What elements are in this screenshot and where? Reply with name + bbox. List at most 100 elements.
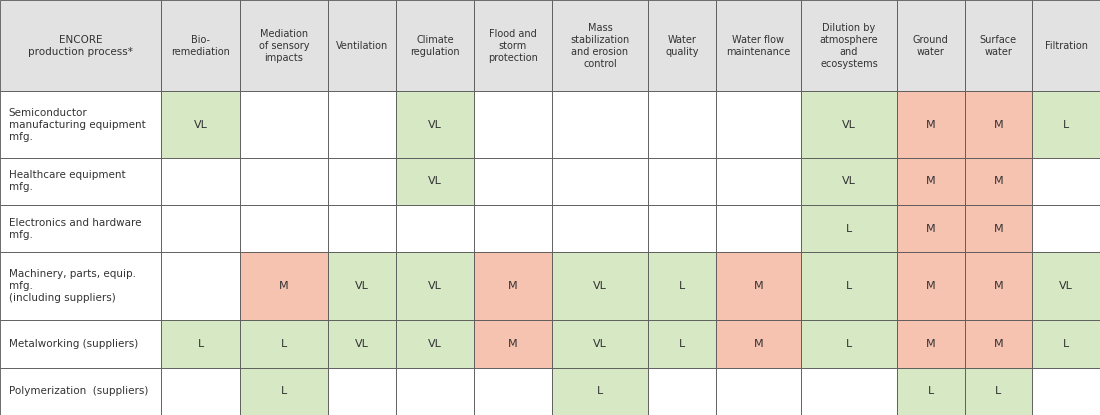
Bar [1032, 368, 1100, 415]
Bar [240, 158, 328, 205]
Bar [162, 158, 240, 205]
Bar [474, 205, 552, 252]
Text: L: L [280, 339, 287, 349]
Text: Healthcare equipment
mfg.: Healthcare equipment mfg. [9, 170, 125, 192]
Bar [1032, 320, 1100, 368]
Text: VL: VL [1059, 281, 1074, 291]
Bar [396, 158, 474, 205]
Bar [474, 0, 552, 91]
Bar [965, 91, 1032, 158]
Bar [801, 252, 896, 320]
Bar [716, 320, 801, 368]
Bar [552, 368, 648, 415]
Bar [396, 91, 474, 158]
Bar [801, 320, 896, 368]
Text: Filtration: Filtration [1045, 41, 1088, 51]
Bar [1032, 205, 1100, 252]
Text: VL: VL [842, 120, 856, 129]
Text: Flood and
storm
protection: Flood and storm protection [488, 29, 538, 63]
Bar [965, 320, 1032, 368]
Bar [328, 205, 396, 252]
Bar [648, 91, 716, 158]
Text: M: M [926, 120, 935, 129]
Bar [396, 0, 474, 91]
Bar [240, 368, 328, 415]
Bar [1032, 0, 1100, 91]
Bar [0, 368, 162, 415]
Bar [240, 205, 328, 252]
Text: Ground
water: Ground water [913, 35, 948, 57]
Bar [965, 158, 1032, 205]
Bar [240, 0, 328, 91]
Bar [0, 320, 162, 368]
Bar [716, 252, 801, 320]
Text: Semiconductor
manufacturing equipment
mfg.: Semiconductor manufacturing equipment mf… [9, 107, 145, 142]
Bar [474, 252, 552, 320]
Bar [801, 91, 896, 158]
Text: Water
quality: Water quality [666, 35, 698, 57]
Bar [328, 252, 396, 320]
Bar [648, 158, 716, 205]
Text: M: M [926, 224, 935, 234]
Bar [474, 91, 552, 158]
Bar [0, 205, 162, 252]
Text: M: M [926, 339, 935, 349]
Text: VL: VL [355, 339, 368, 349]
Bar [716, 368, 801, 415]
Text: Machinery, parts, equip.
mfg.
(including suppliers): Machinery, parts, equip. mfg. (including… [9, 269, 135, 303]
Text: Polymerization  (suppliers): Polymerization (suppliers) [9, 386, 148, 396]
Bar [965, 368, 1032, 415]
Text: Electronics and hardware
mfg.: Electronics and hardware mfg. [9, 217, 141, 239]
Bar [896, 252, 965, 320]
Text: M: M [508, 281, 518, 291]
Bar [648, 368, 716, 415]
Bar [474, 320, 552, 368]
Bar [328, 91, 396, 158]
Text: M: M [279, 281, 288, 291]
Bar [716, 205, 801, 252]
Bar [648, 0, 716, 91]
Bar [552, 91, 648, 158]
Bar [1032, 91, 1100, 158]
Bar [474, 368, 552, 415]
Text: L: L [679, 281, 685, 291]
Bar [552, 252, 648, 320]
Text: M: M [993, 224, 1003, 234]
Bar [716, 0, 801, 91]
Bar [162, 252, 240, 320]
Bar [552, 158, 648, 205]
Text: L: L [1063, 120, 1069, 129]
Bar [716, 91, 801, 158]
Bar [162, 205, 240, 252]
Text: Dilution by
atmosphere
and
ecosystems: Dilution by atmosphere and ecosystems [820, 23, 878, 69]
Bar [552, 0, 648, 91]
Text: M: M [926, 281, 935, 291]
Bar [896, 320, 965, 368]
Text: VL: VL [428, 339, 442, 349]
Bar [328, 320, 396, 368]
Text: VL: VL [194, 120, 208, 129]
Bar [0, 91, 162, 158]
Bar [328, 158, 396, 205]
Text: M: M [508, 339, 518, 349]
Text: Surface
water: Surface water [980, 35, 1018, 57]
Bar [965, 252, 1032, 320]
Bar [162, 320, 240, 368]
Bar [396, 368, 474, 415]
Bar [396, 252, 474, 320]
Bar [0, 252, 162, 320]
Text: L: L [846, 339, 852, 349]
Bar [1032, 252, 1100, 320]
Text: L: L [927, 386, 934, 396]
Bar [965, 0, 1032, 91]
Bar [716, 158, 801, 205]
Text: L: L [597, 386, 603, 396]
Text: M: M [754, 339, 763, 349]
Text: VL: VL [593, 281, 607, 291]
Text: Mass
stabilization
and erosion
control: Mass stabilization and erosion control [571, 23, 629, 69]
Bar [896, 205, 965, 252]
Bar [396, 320, 474, 368]
Text: Mediation
of sensory
impacts: Mediation of sensory impacts [258, 29, 309, 63]
Bar [801, 205, 896, 252]
Bar [801, 0, 896, 91]
